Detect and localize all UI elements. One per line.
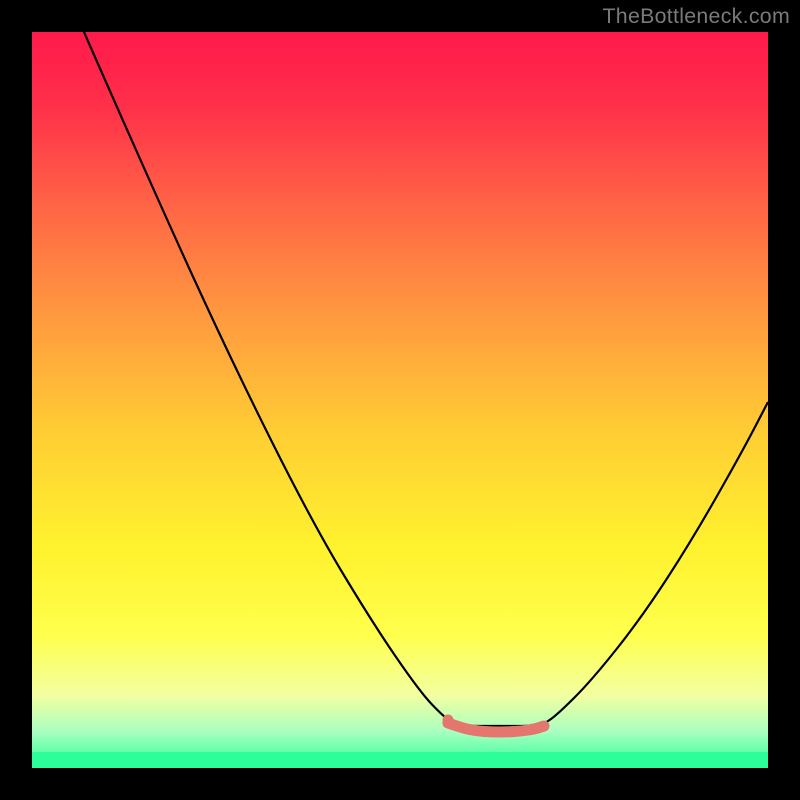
plot-area — [32, 32, 768, 768]
bottleneck-curve — [84, 32, 768, 726]
watermark-text: TheBottleneck.com — [602, 4, 790, 29]
curve-layer — [32, 32, 768, 768]
optimal-range-dot — [443, 715, 454, 726]
optimal-range-marker — [448, 723, 544, 732]
chart-frame: TheBottleneck.com — [0, 0, 800, 800]
